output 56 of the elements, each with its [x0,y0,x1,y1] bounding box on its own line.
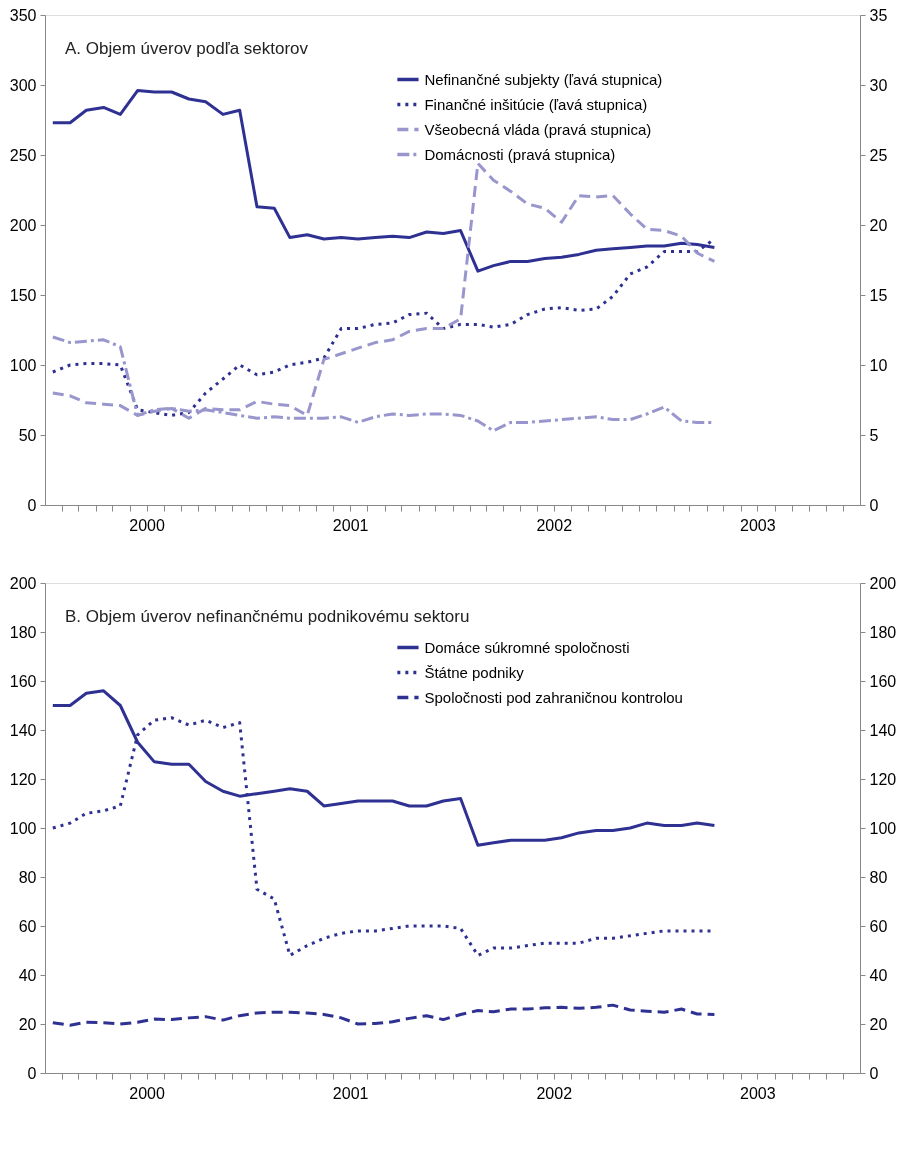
y-tick-label: 80 [18,868,37,886]
y-tick-label: 180 [9,623,37,641]
y-tick-label: 200 [9,216,37,234]
y-tick-label: 200 [9,574,37,592]
legend-label: Domácnosti (pravá stupnica) [424,145,616,163]
y2-tick-label: 15 [869,286,888,304]
y2-tick-label: 30 [869,76,888,94]
y-tick-label: 20 [18,1015,37,1033]
legend-label: Domáce súkromné spoločnosti [424,638,630,656]
y2-tick-label: 20 [869,1015,888,1033]
x-tick-label: 2003 [740,516,776,534]
y2-tick-label: 25 [869,146,888,164]
legend-label: Spoločnosti pod zahraničnou kontrolou [424,688,683,706]
line-series [51,1003,716,1027]
y2-tick-label: 10 [869,356,888,374]
legend-label: Štátne podniky [424,663,525,681]
y2-tick-label: 5 [869,426,879,444]
y2-tick-label: 120 [869,770,897,788]
y2-tick-label: 140 [869,721,897,739]
x-tick-label: 2003 [740,1084,776,1102]
y2-tick-label: 80 [869,868,888,886]
x-tick-label: 2000 [129,1084,165,1102]
x-tick-label: 2002 [536,1084,573,1102]
y2-tick-label: 200 [869,574,897,592]
y2-tick-label: 0 [869,1064,879,1082]
x-tick-label: 2001 [332,516,369,534]
y2-tick-label: 20 [869,216,888,234]
y2-tick-label: 60 [869,917,888,935]
y-tick-label: 250 [9,146,37,164]
y-tick-label: 140 [9,721,37,739]
y2-tick-label: 35 [869,6,888,24]
y2-tick-label: 180 [869,623,897,641]
y-tick-label: 60 [18,917,37,935]
y-tick-label: 50 [18,426,37,444]
y-tick-label: 100 [9,819,37,837]
y2-tick-label: 40 [869,966,888,984]
legend-label: Nefinančné subjekty (ľavá stupnica) [424,70,663,88]
y-tick-label: 0 [27,1064,37,1082]
legend-label: Finančné inšitúcie (ľavá stupnica) [424,95,648,113]
legend-label: Všeobecná vláda (pravá stupnica) [424,120,652,138]
y-tick-label: 100 [9,356,37,374]
y-tick-label: 160 [9,672,37,690]
x-tick-label: 2000 [129,516,165,534]
y-tick-label: 300 [9,76,37,94]
y-tick-label: 0 [27,496,37,514]
y2-tick-label: 0 [869,496,879,514]
y-tick-label: 350 [9,6,37,24]
y-tick-label: 120 [9,770,37,788]
x-tick-label: 2001 [332,1084,369,1102]
text: A. Objem úverov podľa sektorov [65,39,309,58]
x-tick-label: 2002 [536,516,573,534]
y2-tick-label: 100 [869,819,897,837]
text: B. Objem úverov nefinančnému podnikovému sektoru [65,607,470,626]
y-tick-label: 150 [9,286,37,304]
y2-tick-label: 160 [869,672,897,690]
y-tick-label: 40 [18,966,37,984]
